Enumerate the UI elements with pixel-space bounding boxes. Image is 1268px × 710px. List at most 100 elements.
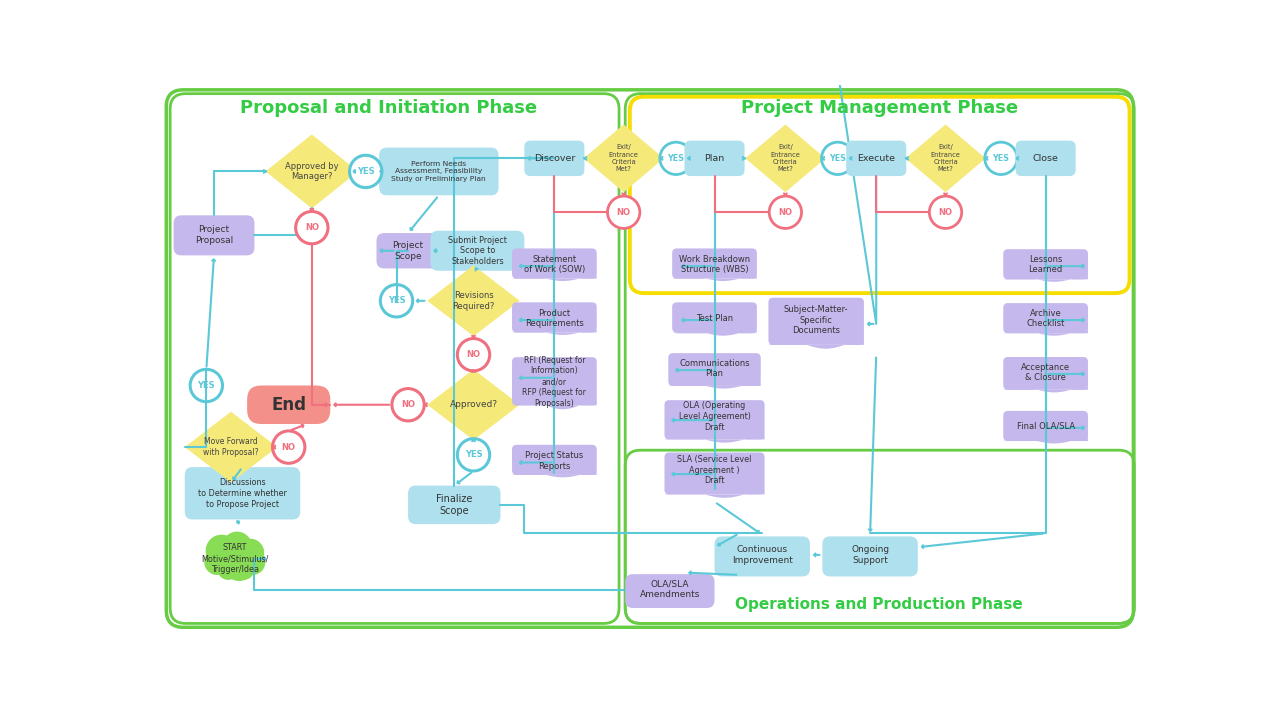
FancyBboxPatch shape — [174, 215, 255, 256]
Text: Project Status
Reports: Project Status Reports — [525, 451, 583, 471]
Polygon shape — [427, 369, 520, 440]
FancyBboxPatch shape — [625, 574, 715, 608]
Text: OLA/SLA
Amendments: OLA/SLA Amendments — [639, 579, 700, 599]
Polygon shape — [1003, 387, 1088, 393]
FancyBboxPatch shape — [379, 148, 498, 195]
Text: Approved?: Approved? — [449, 400, 497, 409]
Circle shape — [985, 142, 1017, 175]
FancyBboxPatch shape — [823, 537, 918, 577]
FancyBboxPatch shape — [1016, 141, 1075, 176]
Text: Exit/
Entrance
Criteria
Met?: Exit/ Entrance Criteria Met? — [609, 144, 639, 173]
Text: Project
Proposal: Project Proposal — [195, 226, 233, 245]
Text: End: End — [271, 395, 306, 414]
Text: Execute: Execute — [857, 154, 895, 163]
Text: START
Motive/Stimulus/
Trigger/Idea: START Motive/Stimulus/ Trigger/Idea — [202, 543, 269, 574]
Text: NO: NO — [616, 208, 630, 217]
Text: SLA (Service Level
Agreement )
Draft: SLA (Service Level Agreement ) Draft — [677, 455, 752, 486]
FancyBboxPatch shape — [672, 248, 757, 278]
Circle shape — [458, 339, 489, 371]
Text: YES: YES — [356, 167, 374, 176]
Polygon shape — [664, 491, 765, 498]
Circle shape — [659, 142, 692, 175]
Text: Exit/
Entrance
Criteria
Met?: Exit/ Entrance Criteria Met? — [771, 144, 800, 173]
Polygon shape — [672, 276, 757, 281]
Polygon shape — [905, 124, 985, 192]
Circle shape — [236, 539, 264, 567]
Text: YES: YES — [829, 154, 846, 163]
FancyBboxPatch shape — [846, 141, 907, 176]
Text: Test Plan: Test Plan — [696, 314, 733, 323]
FancyBboxPatch shape — [512, 302, 597, 332]
Polygon shape — [512, 401, 597, 409]
Text: RFI (Request for
Information)
and/or
RFP (Request for
Proposals): RFI (Request for Information) and/or RFP… — [522, 356, 586, 408]
FancyBboxPatch shape — [430, 231, 525, 271]
Text: Communications
Plan: Communications Plan — [680, 359, 749, 378]
FancyBboxPatch shape — [668, 353, 761, 386]
Polygon shape — [512, 472, 597, 477]
Circle shape — [392, 388, 425, 421]
Text: Final OLA/SLA: Final OLA/SLA — [1017, 422, 1075, 431]
Text: NO: NO — [938, 208, 952, 217]
FancyBboxPatch shape — [512, 444, 597, 475]
Text: Submit Project
Scope to
Stakeholders: Submit Project Scope to Stakeholders — [448, 236, 507, 266]
Text: Product
Requirements: Product Requirements — [525, 309, 583, 329]
Polygon shape — [512, 276, 597, 281]
FancyBboxPatch shape — [675, 303, 756, 333]
FancyBboxPatch shape — [1003, 303, 1088, 333]
Circle shape — [273, 431, 304, 463]
Circle shape — [224, 551, 254, 581]
FancyBboxPatch shape — [512, 248, 597, 278]
Polygon shape — [672, 330, 757, 335]
Polygon shape — [1003, 331, 1088, 336]
Circle shape — [770, 196, 801, 229]
Text: Approved by
Manager?: Approved by Manager? — [285, 162, 339, 181]
Circle shape — [190, 369, 222, 402]
Text: Revisions
Required?: Revisions Required? — [453, 291, 495, 311]
Circle shape — [240, 549, 265, 575]
Circle shape — [458, 439, 489, 471]
Circle shape — [205, 535, 237, 567]
Text: Discover: Discover — [534, 154, 576, 163]
Polygon shape — [512, 330, 597, 335]
Text: NO: NO — [779, 208, 792, 217]
Text: Plan: Plan — [705, 154, 724, 163]
FancyBboxPatch shape — [768, 297, 864, 345]
Text: YES: YES — [993, 154, 1009, 163]
Polygon shape — [583, 124, 663, 192]
FancyBboxPatch shape — [525, 141, 585, 176]
Text: Work Breakdown
Structure (WBS): Work Breakdown Structure (WBS) — [678, 255, 751, 275]
Text: NO: NO — [281, 442, 295, 452]
FancyBboxPatch shape — [185, 467, 301, 520]
Text: Ongoing
Support: Ongoing Support — [851, 545, 889, 564]
Text: Archive
Checklist: Archive Checklist — [1026, 309, 1065, 329]
Polygon shape — [746, 124, 825, 192]
Polygon shape — [675, 331, 756, 336]
Text: Continuous
Improvement: Continuous Improvement — [732, 545, 792, 564]
FancyBboxPatch shape — [672, 302, 757, 332]
FancyBboxPatch shape — [1003, 249, 1088, 279]
Text: Subject-Matter-
Specific
Documents: Subject-Matter- Specific Documents — [784, 305, 848, 335]
Text: YES: YES — [464, 450, 482, 459]
Circle shape — [822, 142, 853, 175]
Text: NO: NO — [467, 350, 481, 359]
Circle shape — [380, 285, 412, 317]
Text: NO: NO — [304, 223, 318, 232]
Circle shape — [929, 196, 961, 229]
Circle shape — [607, 196, 640, 229]
FancyBboxPatch shape — [715, 537, 810, 577]
Text: YES: YES — [198, 381, 216, 390]
Circle shape — [295, 212, 328, 244]
Polygon shape — [265, 134, 358, 209]
Circle shape — [222, 532, 252, 562]
Text: YES: YES — [667, 154, 685, 163]
Text: Discussions
to Determine whether
to Propose Project: Discussions to Determine whether to Prop… — [198, 478, 287, 508]
Text: Proposal and Initiation Phase: Proposal and Initiation Phase — [240, 99, 538, 117]
FancyBboxPatch shape — [664, 452, 765, 494]
Text: Lessons
Learned: Lessons Learned — [1028, 255, 1063, 275]
Text: Statement
of Work (SOW): Statement of Work (SOW) — [524, 255, 585, 275]
FancyBboxPatch shape — [377, 233, 440, 268]
Text: Operations and Production Phase: Operations and Production Phase — [735, 596, 1023, 612]
Polygon shape — [1003, 439, 1088, 444]
Circle shape — [350, 155, 382, 187]
Circle shape — [232, 558, 255, 580]
